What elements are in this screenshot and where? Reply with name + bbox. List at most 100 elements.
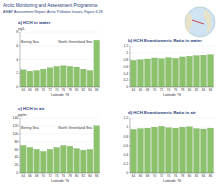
x-tick-label: 64 [22, 174, 26, 178]
y-tick-label: 0.2 [123, 162, 128, 166]
y-axis-label: pg/m³ [18, 113, 28, 117]
bar [47, 68, 53, 87]
bar [138, 129, 144, 173]
x-tick-label: 72 [160, 88, 164, 92]
bar [81, 69, 87, 87]
x-tick-label: 64 [22, 88, 26, 92]
grid-line [130, 46, 214, 47]
x-tick-label: 68 [146, 174, 150, 178]
x-axis-label: Latitude °N [163, 179, 181, 183]
x-tick-label: 72 [48, 174, 52, 178]
x-tick-label: 82 [195, 88, 199, 92]
x-tick-label: 76 [62, 88, 66, 92]
header-title: Arctic Monitoring and Assessment Program… [3, 3, 98, 8]
x-tick-label: 86 [209, 88, 213, 92]
x-tick-label: 84 [202, 88, 206, 92]
bar [34, 149, 40, 173]
bar [194, 56, 200, 87]
x-tick-label: 80 [75, 88, 79, 92]
y-tick-label: 100 [13, 132, 19, 136]
bar [21, 70, 27, 87]
y-tick-label: 80 [14, 140, 18, 144]
bars [131, 126, 214, 173]
annotation: North Greenland Sea [58, 126, 92, 130]
x-tick-label: 84 [202, 174, 206, 178]
bar [61, 146, 67, 174]
y-tick-label: 0.8 [123, 135, 128, 139]
panel: a) HCH in waterng/L024686466687072747678… [16, 20, 100, 97]
bar [208, 128, 214, 173]
y-tick-label: 8 [16, 30, 18, 34]
y-tick-label: 1.2 [123, 44, 128, 48]
y-tick-label: 140 [13, 116, 19, 120]
bar [47, 149, 53, 173]
x-tick-label: 76 [174, 88, 178, 92]
bar [208, 55, 214, 87]
grid-line [20, 118, 100, 119]
y-tick-label: 0.4 [123, 72, 128, 76]
bar [41, 69, 47, 87]
x-tick-label: 84 [88, 88, 92, 92]
bar [201, 55, 207, 87]
x-tick-label: 72 [48, 88, 52, 92]
y-axis [130, 46, 131, 87]
y-tick-label: 0 [126, 85, 128, 89]
panel: b) HCH Enantiomeric Ratio in water00.20.… [123, 38, 214, 97]
bar [145, 59, 151, 87]
y-tick-label: 6 [16, 44, 18, 48]
bar [173, 58, 179, 87]
bar [131, 60, 137, 87]
y-tick-label: 0.6 [123, 65, 128, 69]
x-tick-label: 66 [139, 174, 143, 178]
x-tick-label: 80 [188, 174, 192, 178]
figure: Arctic Monitoring and Assessment Program… [0, 0, 220, 195]
bar [138, 60, 144, 87]
x-tick-label: 86 [209, 174, 213, 178]
x-axis-label: Latitude °N [51, 179, 69, 183]
x-tick-label: 70 [42, 174, 46, 178]
bar [152, 58, 158, 87]
bars [131, 55, 214, 87]
y-tick-label: 0 [126, 171, 128, 175]
y-tick-label: 0 [16, 171, 18, 175]
x-tick-label: 70 [42, 88, 46, 92]
bar [159, 126, 165, 173]
bar [94, 126, 100, 173]
bar [87, 149, 93, 173]
bar [131, 129, 137, 173]
panel-title: a) HCH in water [18, 20, 51, 25]
y-tick-label: 0 [16, 85, 18, 89]
annotation: Bering Sea [21, 40, 39, 44]
x-tick-label: 82 [82, 174, 86, 178]
x-tick-label: 86 [95, 174, 99, 178]
x-axis-label: Latitude °N [51, 93, 69, 97]
y-tick-label: 1 [126, 125, 128, 129]
map-land [185, 12, 192, 34]
x-tick-label: 78 [181, 88, 185, 92]
grid-line [20, 32, 100, 33]
bar [180, 57, 186, 87]
bar [74, 149, 80, 173]
y-tick-label: 0.8 [123, 58, 128, 62]
x-tick-label: 68 [35, 88, 39, 92]
bar [201, 129, 207, 173]
y-tick-label: 20 [14, 163, 18, 167]
x-tick-label: 78 [68, 88, 72, 92]
grid-line [20, 59, 100, 60]
y-tick-label: 2 [16, 71, 18, 75]
panel-title: d) HCH Enantiomeric Ratio in air [128, 110, 196, 115]
map-track [192, 20, 204, 24]
x-tick-label: 76 [174, 174, 178, 178]
x-tick-label: 70 [153, 174, 157, 178]
y-tick-label: 0.4 [123, 153, 128, 157]
bar [180, 127, 186, 173]
bar [166, 128, 172, 173]
x-tick-label: 74 [167, 174, 171, 178]
bar [81, 150, 87, 173]
x-tick-label: 64 [132, 88, 136, 92]
map-ocean [185, 7, 215, 37]
y-tick-label: 40 [14, 155, 18, 159]
bar [54, 66, 60, 87]
x-tick-label: 80 [75, 174, 79, 178]
x-axis-label: Latitude °N [163, 93, 181, 97]
